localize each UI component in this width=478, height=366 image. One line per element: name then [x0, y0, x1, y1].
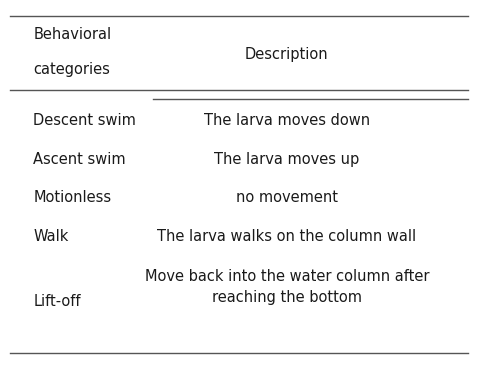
- Text: Lift-off: Lift-off: [33, 295, 81, 309]
- Text: The larva walks on the column wall: The larva walks on the column wall: [157, 229, 416, 243]
- Text: Description: Description: [245, 48, 328, 62]
- Text: Walk: Walk: [33, 229, 69, 243]
- Text: The larva moves down: The larva moves down: [204, 113, 370, 128]
- Text: Move back into the water column after
reaching the bottom: Move back into the water column after re…: [144, 269, 429, 305]
- Text: Motionless: Motionless: [33, 190, 111, 205]
- Text: The larva moves up: The larva moves up: [214, 152, 359, 167]
- Text: Ascent swim: Ascent swim: [33, 152, 126, 167]
- Text: no movement: no movement: [236, 190, 338, 205]
- Text: Descent swim: Descent swim: [33, 113, 136, 128]
- Text: Behavioral: Behavioral: [33, 27, 111, 42]
- Text: categories: categories: [33, 62, 110, 77]
